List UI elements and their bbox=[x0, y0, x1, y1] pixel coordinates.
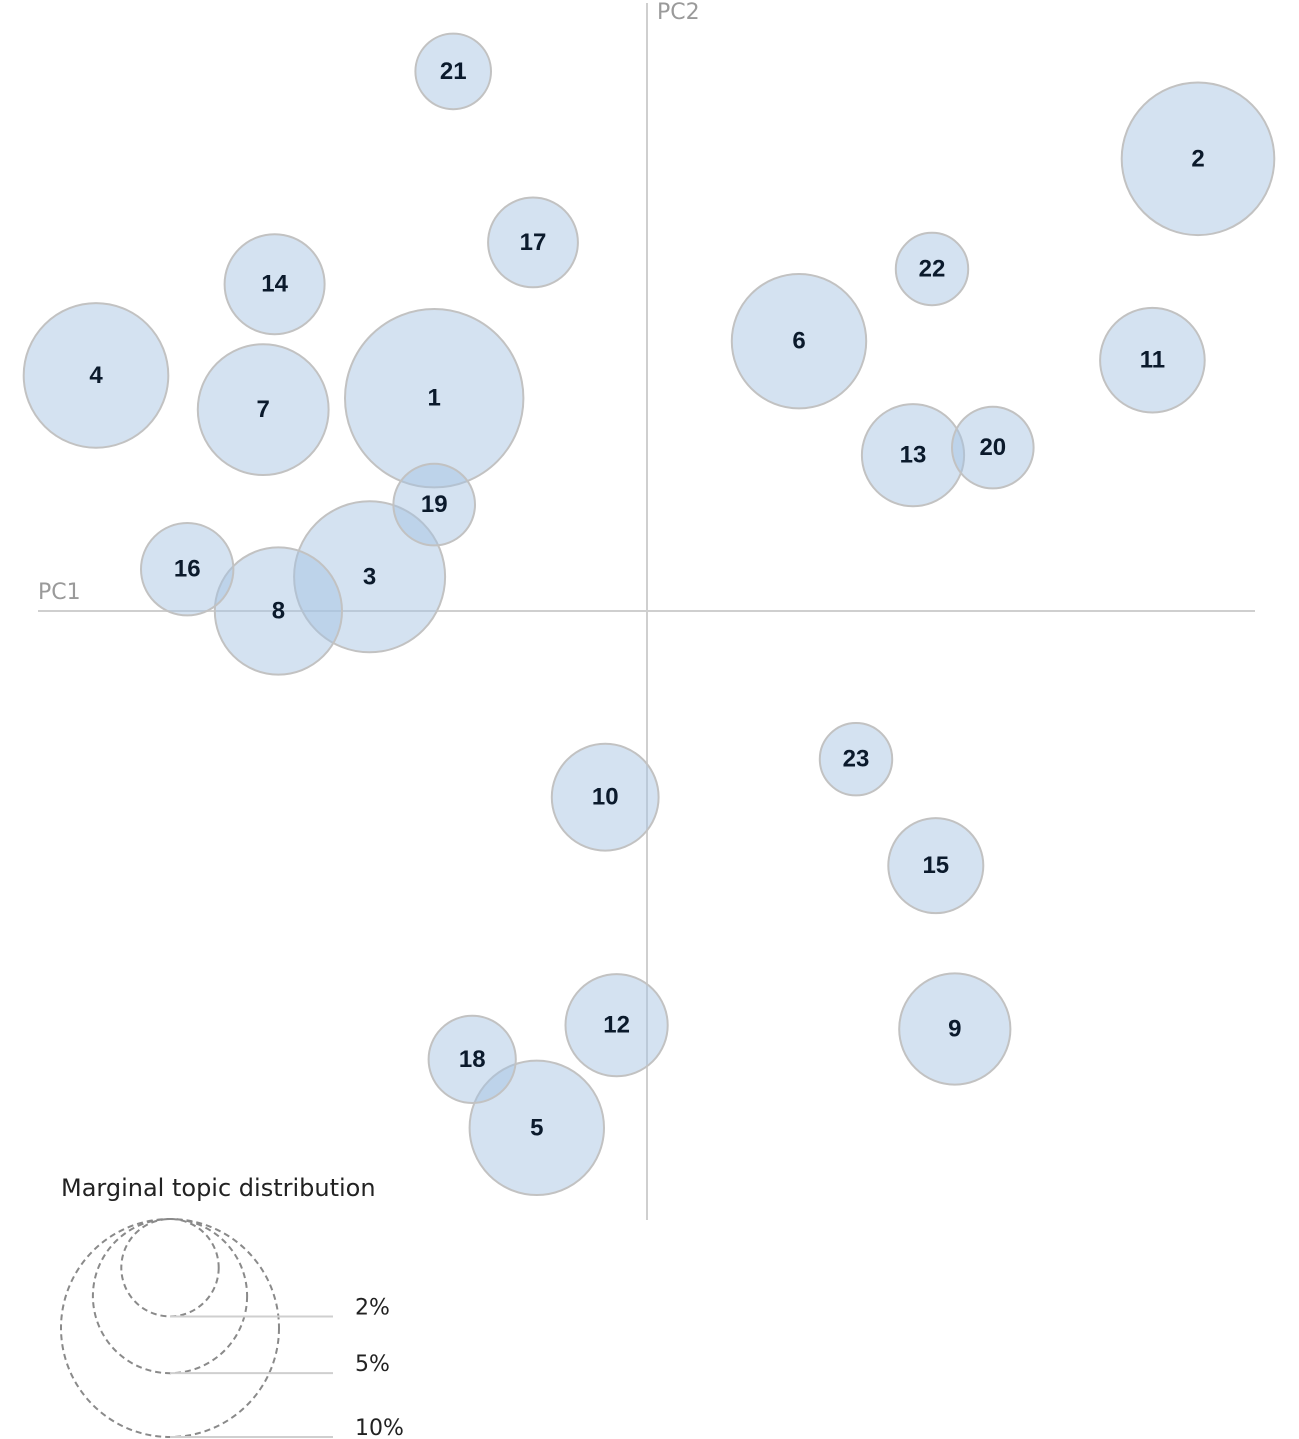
topic-bubble-1 bbox=[344, 308, 525, 489]
topic-bubble-5 bbox=[468, 1059, 605, 1197]
legend-label-2: 2% bbox=[355, 1296, 390, 1321]
topic-label-22: 22 bbox=[919, 256, 946, 283]
legend-label-10: 10% bbox=[355, 1416, 404, 1439]
topic-bubble-3 bbox=[293, 500, 447, 654]
topic-label-7: 7 bbox=[257, 396, 270, 423]
topic-label-13: 13 bbox=[900, 442, 927, 469]
topic-bubble-11 bbox=[1099, 306, 1206, 414]
pc2-axis-label: PC2 bbox=[657, 0, 700, 25]
topic-bubble-7 bbox=[196, 343, 330, 477]
legend-label-5: 5% bbox=[355, 1352, 390, 1377]
size-legend: Marginal topic distribution 2% 5% 10% bbox=[60, 1174, 404, 1439]
topic-label-19: 19 bbox=[421, 491, 448, 518]
topic-bubble-4 bbox=[22, 302, 170, 449]
topic-bubble-9 bbox=[898, 972, 1012, 1086]
topic-bubble-6 bbox=[730, 273, 868, 410]
topic-bubble-20 bbox=[951, 405, 1035, 490]
legend-circle-5 bbox=[91, 1218, 249, 1375]
topic-bubble-16 bbox=[140, 522, 235, 617]
topic-label-16: 16 bbox=[174, 556, 201, 583]
topic-bubble-14 bbox=[223, 233, 326, 336]
topic-bubble-12 bbox=[564, 973, 669, 1078]
topic-label-12: 12 bbox=[603, 1012, 630, 1039]
topic-label-21: 21 bbox=[440, 58, 467, 85]
topic-label-3: 3 bbox=[363, 563, 376, 590]
topic-label-18: 18 bbox=[459, 1046, 486, 1073]
topic-label-10: 10 bbox=[592, 784, 619, 811]
topic-label-5: 5 bbox=[530, 1114, 543, 1141]
legend-circle-2 bbox=[120, 1218, 220, 1318]
topic-bubble-17 bbox=[487, 196, 579, 289]
topic-bubble-18 bbox=[427, 1014, 517, 1105]
topic-label-2: 2 bbox=[1191, 145, 1204, 172]
topic-bubble-8 bbox=[213, 546, 343, 676]
topic-label-15: 15 bbox=[922, 852, 949, 879]
topic-label-11: 11 bbox=[1140, 347, 1165, 374]
topic-label-1: 1 bbox=[428, 385, 441, 412]
topic-bubble-13 bbox=[860, 403, 966, 508]
topic-label-9: 9 bbox=[948, 1016, 961, 1043]
topic-bubble-19 bbox=[392, 462, 477, 547]
pc1-axis-label: PC1 bbox=[38, 580, 81, 605]
topic-bubble-10 bbox=[550, 742, 660, 852]
topic-bubble-15 bbox=[887, 817, 985, 915]
topic-label-23: 23 bbox=[843, 746, 870, 773]
topic-bubble-23 bbox=[818, 722, 894, 797]
topic-bubble-21 bbox=[414, 32, 493, 111]
legend-title: Marginal topic distribution bbox=[61, 1174, 376, 1202]
topic-bubble-22 bbox=[894, 231, 970, 307]
topic-label-8: 8 bbox=[272, 598, 285, 625]
topic-label-6: 6 bbox=[792, 328, 805, 355]
topic-label-4: 4 bbox=[89, 362, 103, 389]
topic-label-14: 14 bbox=[261, 271, 288, 298]
topic-label-20: 20 bbox=[979, 434, 1006, 461]
topic-label-17: 17 bbox=[520, 229, 547, 256]
legend-circle-10 bbox=[60, 1218, 280, 1438]
topic-bubble-2 bbox=[1120, 81, 1276, 237]
